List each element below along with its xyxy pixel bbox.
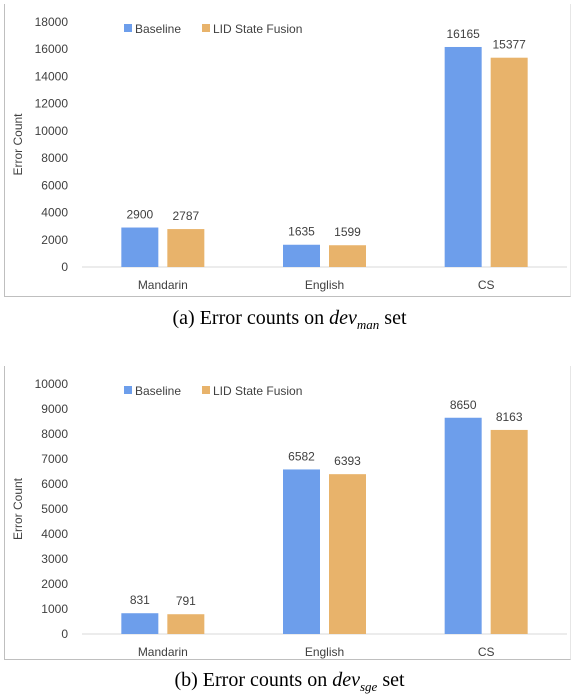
x-tick-label: Mandarin	[138, 645, 188, 659]
y-tick-label: 6000	[41, 178, 68, 192]
x-tick-label: English	[305, 645, 344, 659]
data-label: 1599	[334, 225, 361, 239]
y-tick-label: 0	[61, 627, 68, 641]
data-label: 16165	[446, 27, 480, 41]
x-tick-label: CS	[478, 645, 495, 659]
y-tick-label: 4000	[41, 527, 68, 541]
legend-swatch-fusion	[202, 24, 210, 32]
caption-b-suffix: set	[377, 669, 405, 691]
x-tick-label: English	[305, 278, 344, 292]
data-label: 791	[176, 594, 196, 608]
x-tick-label: CS	[478, 278, 495, 292]
y-tick-label: 8000	[41, 427, 68, 441]
y-tick-label: 7000	[41, 452, 68, 466]
bar-baseline	[283, 469, 320, 634]
data-label: 6582	[288, 449, 315, 463]
caption-b-sub: sge	[359, 679, 378, 694]
bar-fusion	[167, 229, 205, 267]
chart-panel-b: 0 1000 2000 3000 4000 5000 6000 7000 8000 9000 100…	[4, 366, 571, 660]
data-label: 6393	[334, 454, 361, 468]
bar-baseline	[444, 417, 482, 634]
legend-swatch-baseline	[124, 386, 132, 394]
y-tick-label: 1000	[41, 602, 68, 616]
y-tick-label: 6000	[41, 477, 68, 491]
bar-fusion	[490, 429, 528, 634]
legend-label-baseline: Baseline	[135, 384, 181, 398]
caption-b-math: dev	[332, 669, 360, 691]
bar-chart-b: 0 1000 2000 3000 4000 5000 6000 7000 8000 9000 100…	[11, 377, 567, 659]
bar-fusion	[329, 245, 366, 267]
y-tick-label: 2000	[41, 233, 68, 247]
y-axis-title: Error Count	[11, 477, 25, 540]
y-tick-label: 8000	[41, 151, 68, 165]
caption-a-math: dev	[329, 307, 357, 329]
legend-label-fusion: LID State Fusion	[213, 22, 302, 36]
x-tick-label: Mandarin	[138, 278, 188, 292]
y-tick-label: 9000	[41, 402, 68, 416]
data-label: 2787	[172, 209, 199, 223]
y-tick-label: 12000	[35, 97, 69, 111]
bar-chart-a: 0 2000 4000 6000 8000 10000 12000 14000 16000 180…	[11, 15, 567, 292]
y-tick-label: 10000	[35, 124, 69, 138]
bar-fusion	[490, 57, 528, 267]
bar-baseline	[121, 613, 159, 634]
caption-a-sub: man	[356, 317, 380, 332]
bar-fusion	[167, 614, 205, 634]
data-label: 15377	[492, 38, 526, 52]
y-tick-label: 3000	[41, 552, 68, 566]
y-tick-label: 14000	[35, 69, 69, 83]
bar-baseline	[444, 46, 482, 268]
caption-b-prefix: (b) Error counts on	[174, 669, 333, 691]
y-tick-label: 5000	[41, 502, 68, 516]
y-tick-label: 0	[61, 260, 68, 274]
caption-a-prefix: (a) Error counts on	[172, 307, 330, 329]
bar-baseline	[121, 227, 159, 267]
bar-baseline	[283, 244, 320, 267]
y-tick-label: 2000	[41, 577, 68, 591]
y-tick-label: 4000	[41, 206, 68, 220]
bar-fusion	[329, 474, 366, 634]
legend-label-baseline: Baseline	[135, 22, 181, 36]
caption-b: (b) Error counts on devsge set	[0, 669, 579, 695]
legend-swatch-baseline	[124, 24, 132, 32]
y-tick-label: 10000	[35, 377, 69, 391]
y-tick-label: 16000	[35, 42, 69, 56]
data-label: 8163	[496, 410, 523, 424]
y-axis-title: Error Count	[11, 113, 25, 176]
data-label: 2900	[126, 208, 153, 222]
data-label: 1635	[288, 225, 315, 239]
data-label: 8650	[450, 398, 477, 412]
caption-a: (a) Error counts on devman set	[0, 307, 579, 333]
chart-panel-a: 0 2000 4000 6000 8000 10000 12000 14000 16000 180…	[4, 4, 571, 297]
legend-swatch-fusion	[202, 386, 210, 394]
data-label: 831	[130, 593, 150, 607]
caption-a-suffix: set	[379, 307, 407, 329]
y-tick-label: 18000	[35, 15, 69, 29]
legend-label-fusion: LID State Fusion	[213, 384, 302, 398]
